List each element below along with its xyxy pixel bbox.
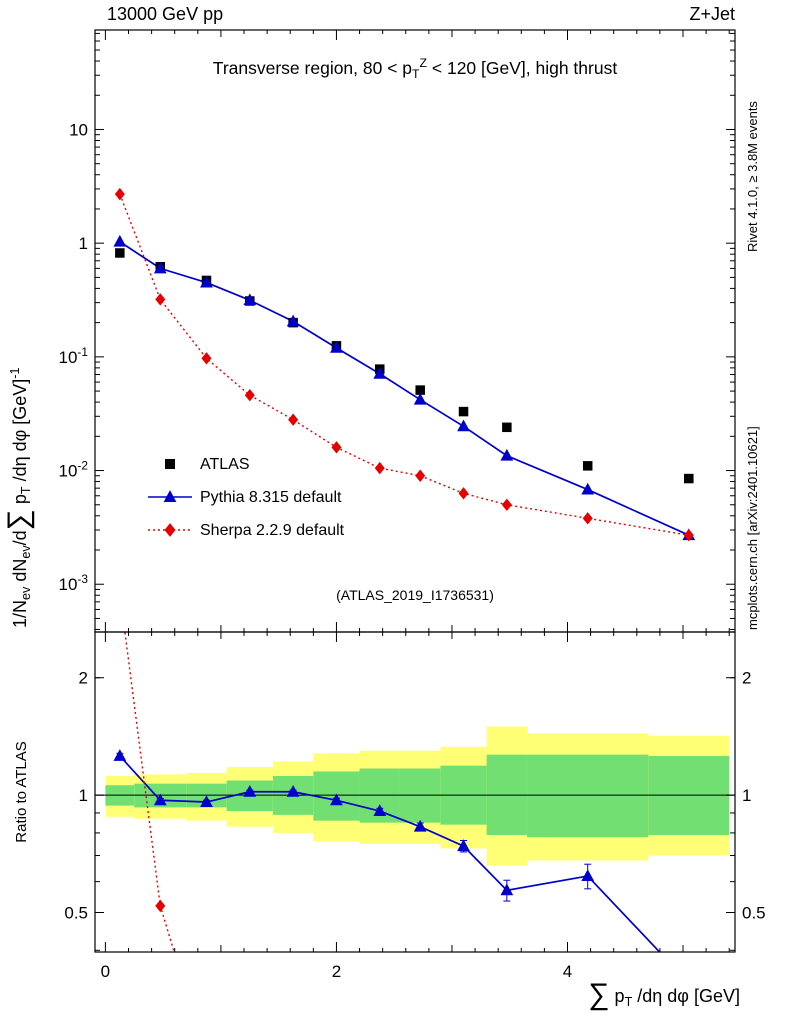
y-axis-tick-label: 10-3 bbox=[59, 572, 89, 594]
data-marker-diamond bbox=[155, 899, 166, 913]
analysis-watermark: (ATLAS_2019_I1736531) bbox=[336, 587, 494, 603]
ratio-tick-label-left: 0.5 bbox=[64, 904, 88, 923]
data-marker-diamond bbox=[582, 512, 593, 525]
legend-label: Pythia 8.315 default bbox=[200, 489, 342, 506]
ratio-tick-label-left: 2 bbox=[79, 669, 88, 688]
data-marker-triangle bbox=[113, 234, 127, 247]
y-axis-label: 1/Nev dNev/d∑ pT /dη dφ [GeV]-1 bbox=[2, 368, 35, 629]
green-uncertainty-band bbox=[527, 754, 649, 838]
data-marker-triangle bbox=[153, 261, 167, 274]
legend-label: Sherpa 2.2.9 default bbox=[200, 522, 345, 539]
data-marker-square bbox=[115, 248, 125, 258]
data-marker-diamond bbox=[201, 352, 212, 365]
uncertainty-bands bbox=[105, 726, 730, 866]
legend: ATLAS Pythia 8.315 default Sherpa 2.2.9 de… bbox=[148, 456, 345, 539]
y-axis-tick-label: 1 bbox=[79, 234, 88, 253]
data-marker-triangle bbox=[457, 839, 470, 852]
y-axis-tick-label: 10 bbox=[69, 120, 88, 139]
ratio-tick-label-right: 0.5 bbox=[742, 904, 766, 923]
data-marker-triangle bbox=[373, 366, 387, 379]
data-marker-diamond bbox=[374, 461, 385, 475]
ratio-tick-label-left: 1 bbox=[79, 786, 88, 805]
ratio-tick-label-right: 2 bbox=[742, 669, 751, 688]
data-marker-diamond bbox=[331, 441, 342, 454]
data-marker-diamond bbox=[114, 187, 125, 201]
data-marker-square bbox=[582, 461, 593, 471]
data-marker-triangle bbox=[581, 869, 595, 882]
data-marker-diamond bbox=[164, 523, 176, 537]
data-marker-square bbox=[502, 422, 512, 433]
data-marker-square bbox=[684, 473, 694, 484]
data-marker-triangle bbox=[153, 793, 167, 806]
data-marker-triangle bbox=[413, 819, 427, 832]
ratio-panel-series bbox=[113, 587, 661, 952]
x-axis-tick-label: 4 bbox=[563, 962, 572, 981]
data-marker-diamond bbox=[683, 528, 694, 542]
series-line-main bbox=[119, 193, 689, 536]
series-line-ratio bbox=[119, 755, 661, 952]
data-marker-triangle bbox=[500, 448, 514, 461]
x-axis-label: ∑ pT /dη dφ [GeV] bbox=[588, 978, 740, 1011]
series-line-main bbox=[119, 240, 690, 536]
data-marker-square bbox=[165, 459, 175, 469]
x-axis-tick-label: 0 bbox=[101, 962, 110, 981]
data-marker-triangle bbox=[286, 314, 300, 327]
data-marker-diamond bbox=[244, 388, 255, 402]
data-marker-diamond bbox=[288, 413, 299, 426]
legend-label: ATLAS bbox=[200, 456, 250, 473]
data-marker-triangle bbox=[113, 749, 127, 761]
data-marker-triangle bbox=[500, 883, 514, 896]
axes-ticks: 10 1 10-1 10-2 10-3 2 2 1 1 0.5 0.5 0 2 4 bbox=[59, 30, 766, 981]
data-marker-triangle bbox=[413, 392, 427, 405]
rivet-version-note: Rivet 4.1.0, ≥ 3.8M events bbox=[745, 101, 760, 252]
data-marker-diamond bbox=[115, 587, 125, 599]
process-label: Z+Jet bbox=[689, 4, 735, 24]
legend-item: ATLAS bbox=[165, 456, 250, 473]
beam-energy-label: 13000 GeV pp bbox=[107, 4, 223, 24]
ratio-tick-label-right: 1 bbox=[742, 786, 751, 805]
data-marker-triangle bbox=[200, 275, 213, 288]
x-axis-tick-label: 2 bbox=[332, 962, 341, 981]
y-axis-tick-label: 10-2 bbox=[59, 459, 89, 481]
ratio-axis-label: Ratio to ATLAS bbox=[13, 741, 30, 842]
mcplots-arxiv-note: mcplots.cern.ch [arXiv:2401.10621] bbox=[745, 426, 760, 630]
data-marker-triangle bbox=[243, 784, 257, 797]
data-marker-square bbox=[458, 406, 469, 417]
data-marker-triangle bbox=[200, 795, 213, 807]
y-axis-tick-label: 10-1 bbox=[59, 345, 89, 367]
data-marker-triangle bbox=[286, 784, 300, 797]
data-marker-square bbox=[415, 385, 425, 395]
main-panel-frame bbox=[94, 29, 736, 633]
data-marker-triangle bbox=[457, 419, 470, 432]
data-marker-triangle bbox=[243, 293, 257, 306]
legend-item: Sherpa 2.2.9 default bbox=[148, 522, 345, 539]
data-marker-triangle bbox=[330, 793, 343, 806]
data-marker-diamond bbox=[415, 469, 426, 482]
data-marker-diamond bbox=[458, 487, 469, 500]
data-marker-diamond bbox=[155, 293, 166, 306]
main-panel-series bbox=[113, 187, 696, 542]
legend-item: Pythia 8.315 default bbox=[148, 489, 342, 506]
data-marker-triangle bbox=[373, 804, 387, 817]
rich-labels: Transverse region, 80 < pTZ < 120 [GeV],… bbox=[2, 56, 740, 1011]
data-marker-diamond bbox=[501, 498, 512, 511]
data-marker-triangle bbox=[581, 482, 595, 495]
ratio-panel-frame bbox=[94, 631, 736, 953]
plot-title: Transverse region, 80 < pTZ < 120 [GeV],… bbox=[213, 56, 618, 81]
data-marker-triangle bbox=[330, 341, 343, 353]
data-marker-triangle bbox=[163, 490, 177, 502]
